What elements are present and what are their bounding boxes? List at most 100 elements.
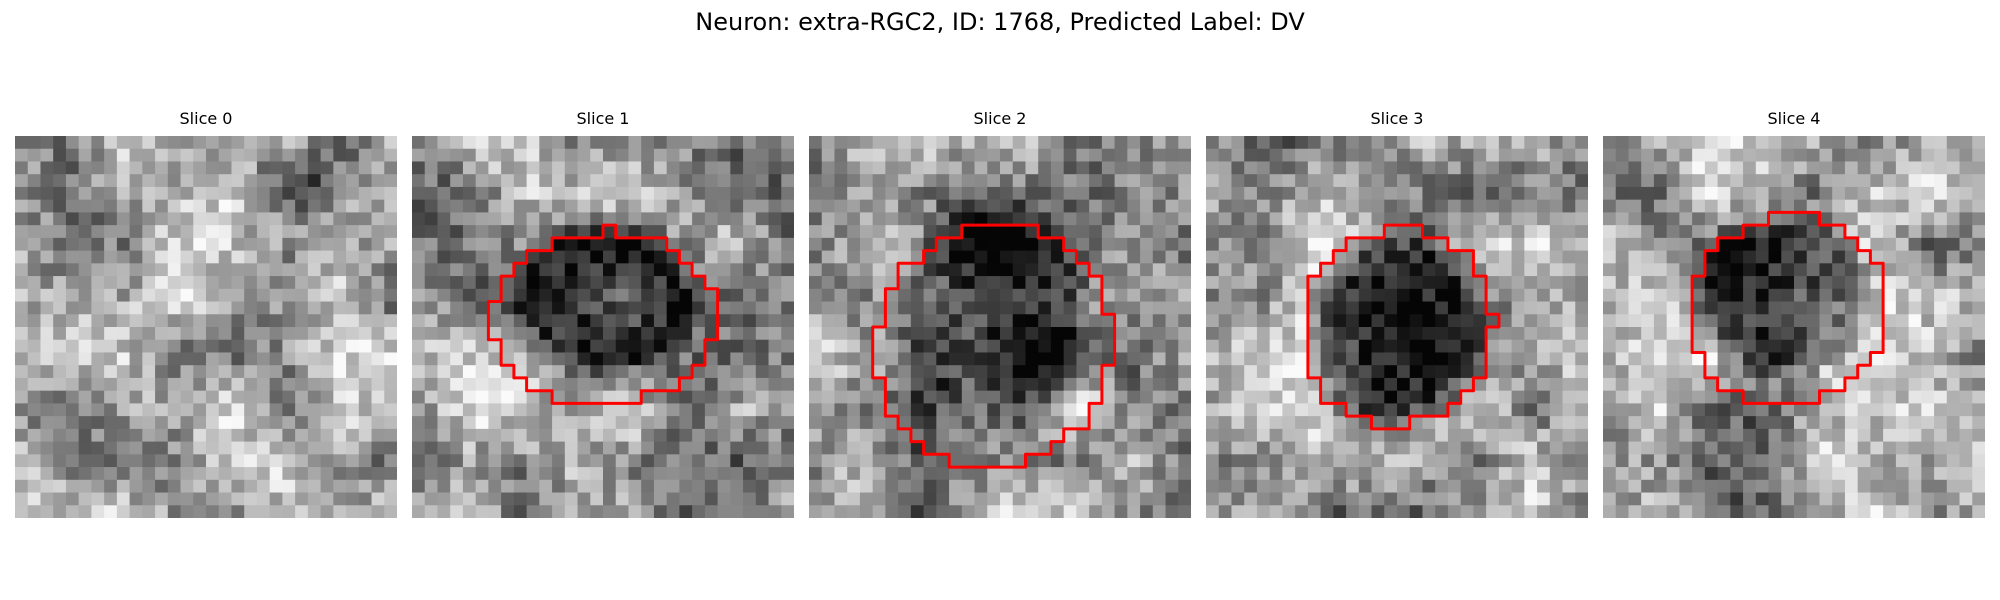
image-pixel [65, 263, 80, 277]
image-pixel [859, 403, 874, 417]
image-pixel [91, 250, 105, 264]
image-pixel [437, 428, 451, 443]
image-pixel [526, 237, 540, 252]
image-pixel [1972, 390, 1985, 404]
image-pixel [358, 314, 373, 328]
image-pixel [1704, 327, 1719, 341]
image-pixel [104, 174, 118, 188]
image-pixel [1282, 339, 1296, 354]
image-pixel [666, 263, 680, 277]
image-pixel [809, 352, 823, 366]
image-pixel [1256, 148, 1271, 163]
image-pixel [155, 403, 169, 417]
image-pixel [1000, 403, 1014, 417]
image-pixel [424, 237, 439, 252]
image-pixel [295, 212, 309, 226]
image-pixel [1959, 174, 1973, 188]
image-pixel [653, 186, 668, 201]
image-pixel [1615, 377, 1630, 392]
image-pixel [974, 250, 988, 264]
image-pixel [1921, 225, 1935, 239]
image-pixel [1972, 416, 1985, 430]
image-pixel [333, 301, 347, 315]
image-pixel [679, 339, 693, 354]
image-pixel [104, 161, 118, 175]
image-pixel [730, 314, 744, 328]
image-pixel [1832, 441, 1846, 455]
image-pixel [1295, 327, 1309, 341]
image-pixel [1371, 352, 1385, 366]
image-pixel [193, 339, 207, 354]
image-pixel [65, 136, 80, 150]
image-pixel [142, 301, 156, 315]
image-pixel [1615, 250, 1630, 264]
image-pixel [1050, 403, 1065, 417]
image-pixel [1101, 276, 1116, 290]
image-pixel [1562, 174, 1576, 188]
image-pixel [564, 148, 579, 163]
image-pixel [1870, 428, 1884, 443]
image-pixel [1269, 250, 1283, 264]
image-pixel [603, 136, 617, 150]
image-pixel [755, 377, 770, 392]
image-pixel [1422, 174, 1436, 188]
image-pixel [1641, 416, 1655, 430]
image-pixel [488, 186, 502, 201]
image-pixel [167, 276, 182, 290]
image-pixel [1895, 327, 1910, 341]
image-pixel [1959, 301, 1973, 315]
image-pixel [1012, 441, 1027, 455]
image-pixel [269, 250, 283, 264]
image-pixel [1231, 365, 1245, 379]
image-pixel [859, 454, 874, 468]
image-pixel [129, 301, 143, 315]
image-pixel [910, 339, 925, 354]
image-pixel [1870, 441, 1884, 455]
image-pixel [1231, 505, 1245, 518]
image-pixel [1972, 505, 1985, 518]
image-pixel [1358, 136, 1373, 150]
image-pixel [603, 314, 617, 328]
image-pixel [1603, 212, 1617, 226]
image-pixel [193, 377, 207, 392]
image-pixel [1895, 225, 1910, 239]
image-pixel [1704, 301, 1719, 315]
image-pixel [142, 276, 156, 290]
image-pixel [1012, 136, 1027, 150]
image-pixel [679, 186, 693, 201]
image-pixel [1575, 288, 1588, 303]
image-pixel [1127, 301, 1141, 315]
image-pixel [15, 186, 29, 201]
image-pixel [577, 199, 591, 213]
image-pixel [1244, 186, 1258, 201]
image-pixel [1857, 365, 1871, 379]
image-pixel [910, 148, 925, 163]
image-pixel [1218, 416, 1233, 430]
image-pixel [1050, 365, 1065, 379]
image-pixel [1101, 148, 1116, 163]
image-pixel [1447, 352, 1462, 366]
image-pixel [1486, 339, 1500, 354]
image-pixel [539, 174, 553, 188]
image-pixel [1307, 390, 1322, 404]
image-pixel [590, 186, 604, 201]
image-pixel [526, 186, 540, 201]
image-pixel [1089, 339, 1103, 354]
image-pixel [450, 505, 464, 518]
image-pixel [320, 403, 334, 417]
image-pixel [679, 403, 693, 417]
image-pixel [1244, 403, 1258, 417]
image-pixel [1934, 136, 1948, 150]
image-pixel [1127, 479, 1141, 494]
image-pixel [1946, 441, 1961, 455]
image-pixel [307, 441, 322, 455]
image-pixel [1346, 454, 1360, 468]
image-pixel [1397, 454, 1411, 468]
image-pixel [1206, 288, 1220, 303]
image-pixel [552, 390, 566, 404]
image-pixel [180, 428, 194, 443]
image-pixel [1358, 492, 1373, 506]
image-pixel [1320, 441, 1334, 455]
image-pixel [834, 505, 848, 518]
image-pixel [1717, 403, 1731, 417]
